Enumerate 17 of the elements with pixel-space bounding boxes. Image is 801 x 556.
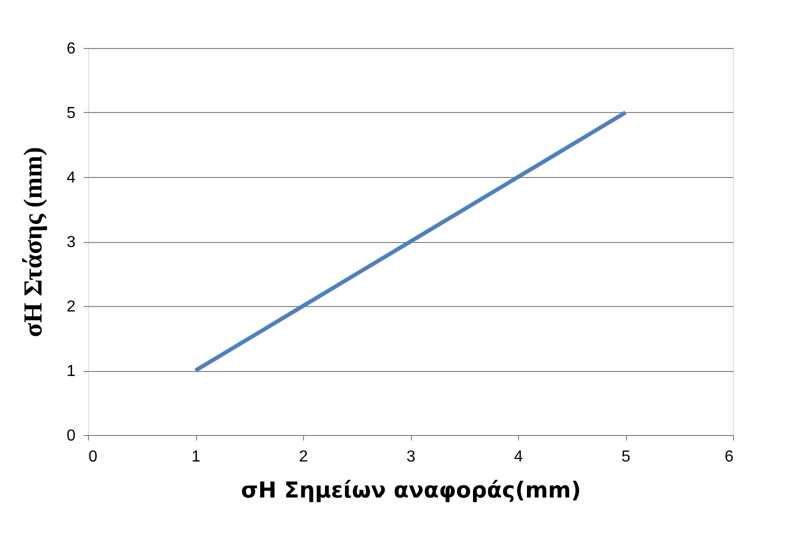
x-tick-label: 4 xyxy=(514,448,524,466)
x-tick-label: 3 xyxy=(406,448,416,466)
y-tick-label: 2 xyxy=(66,298,76,316)
y-tick-label: 4 xyxy=(66,170,76,186)
x-tick-label: 1 xyxy=(192,448,201,466)
y-tick-label: 1 xyxy=(66,363,76,380)
x-axis-title: σH Σημείων αναφοράς(mm) xyxy=(240,478,582,504)
y-tick-label: 5 xyxy=(66,105,76,122)
y-tick-label: 0 xyxy=(66,428,76,444)
x-tick-label: 6 xyxy=(724,448,734,466)
x-tick-label: 0 xyxy=(88,448,98,466)
line-series xyxy=(194,110,628,372)
y-tick-label: 6 xyxy=(66,40,76,58)
x-tick-label: 2 xyxy=(299,448,308,466)
y-axis-title: σH Στάσης (mm) xyxy=(18,146,48,338)
y-tick-label: 3 xyxy=(66,234,76,251)
x-tick-label: 5 xyxy=(622,448,631,466)
